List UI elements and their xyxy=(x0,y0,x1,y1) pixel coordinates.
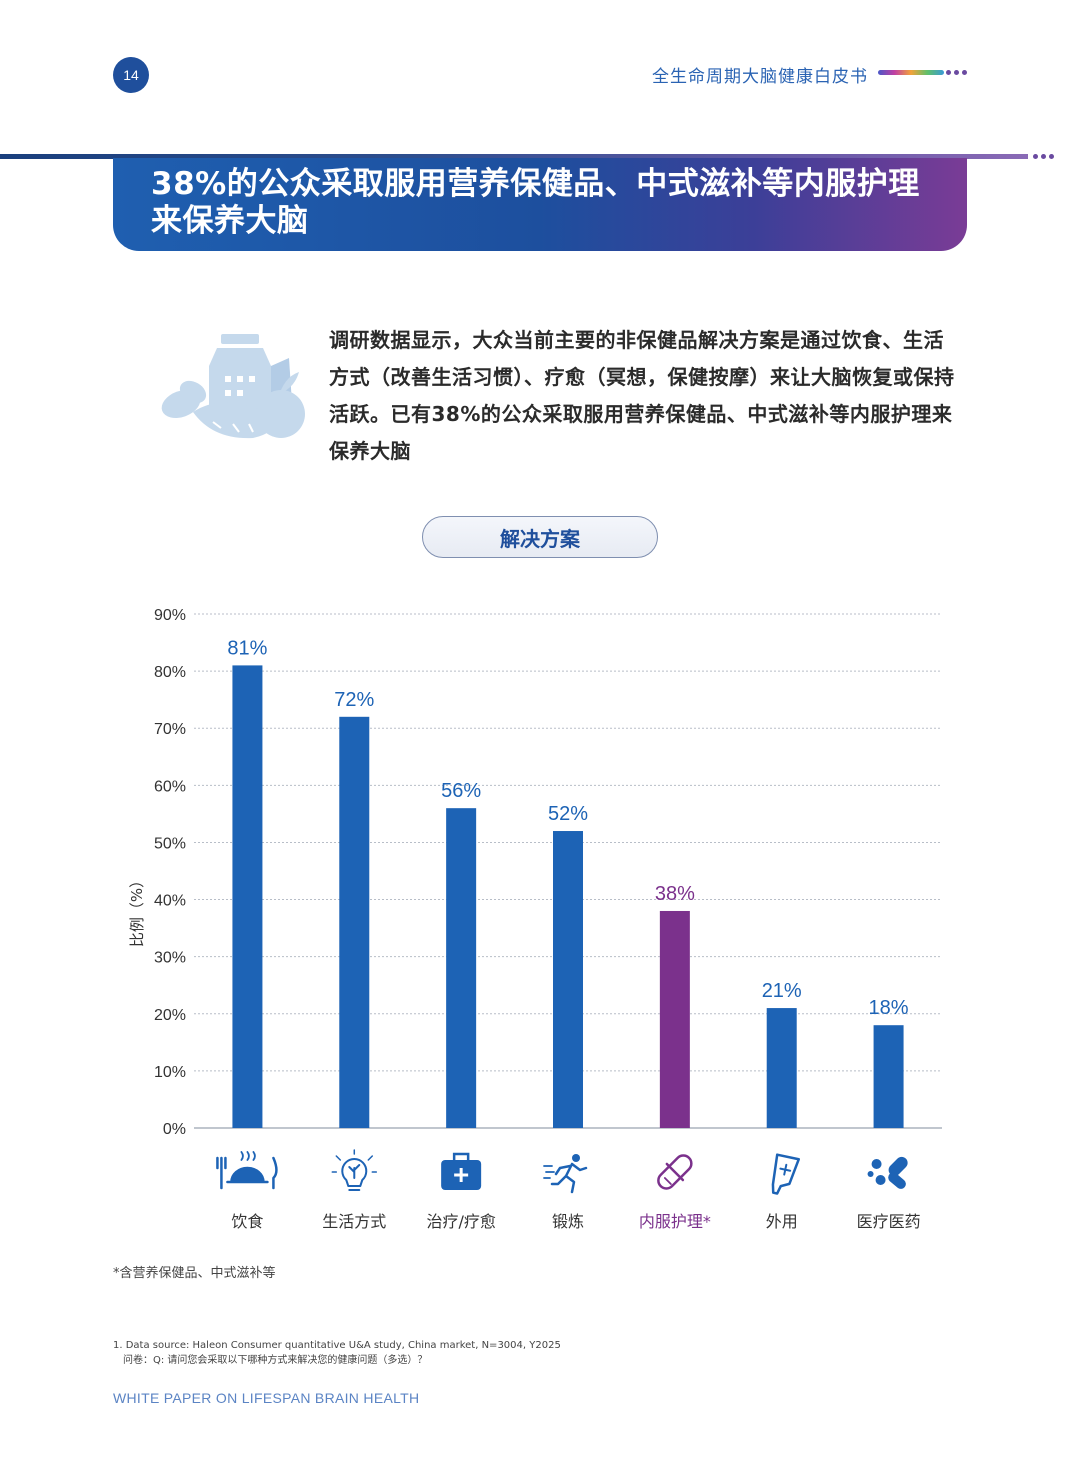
pill-icon xyxy=(657,1154,693,1190)
top-rule xyxy=(0,154,1028,159)
category-label: 锻炼 xyxy=(552,1212,584,1231)
bars xyxy=(232,665,904,1128)
y-tick-label: 70% xyxy=(154,721,186,738)
category-icons xyxy=(216,1149,908,1195)
data-label: 21% xyxy=(762,980,802,1002)
data-source: 1. Data source: Haleon Consumer quantita… xyxy=(113,1338,561,1368)
bar xyxy=(232,665,263,1128)
data-label: 81% xyxy=(227,637,267,659)
category-label: 内服护理* xyxy=(639,1212,711,1231)
category-label: 饮食 xyxy=(231,1212,263,1231)
data-label: 56% xyxy=(441,780,481,802)
category-label: 治疗/疗愈 xyxy=(426,1212,495,1231)
category-label: 医疗医药 xyxy=(857,1212,921,1231)
data-label: 38% xyxy=(655,883,695,905)
footnote: *含营养保健品、中式滋补等 xyxy=(113,1266,276,1281)
medicine-icon xyxy=(867,1156,908,1189)
milk-carrot-apple-icon xyxy=(161,334,305,439)
source-line-1: 1. Data source: Haleon Consumer quantita… xyxy=(113,1340,561,1351)
section-pill: 解决方案 xyxy=(422,516,658,558)
y-tick-label: 50% xyxy=(154,835,186,852)
running-icon xyxy=(543,1154,588,1194)
lightbulb-icon xyxy=(331,1149,378,1191)
category-label: 外用 xyxy=(766,1212,798,1231)
footer-title: WHITE PAPER ON LIFESPAN BRAIN HEALTH xyxy=(113,1390,420,1406)
page-number: 14 xyxy=(113,57,149,93)
category-labels: 饮食 生活方式 治疗/疗愈 锻炼 内服护理* 外用 医疗医药 xyxy=(231,1212,920,1231)
y-tick-label: 20% xyxy=(154,1007,186,1024)
bar xyxy=(766,1008,797,1128)
category-label: 生活方式 xyxy=(322,1212,386,1231)
header-dots xyxy=(946,70,967,75)
first-aid-kit-icon xyxy=(441,1152,482,1190)
dining-icon xyxy=(216,1151,278,1190)
bar-chart: 0% 10% 20% 30% 40% 50% 60% 70% 80% 90% 比例（%） 81% 7… xyxy=(128,607,942,1231)
title-gradient-line xyxy=(878,70,944,75)
banner-title: 38%的公众采取服用营养保健品、中式滋补等内服护理来保养大脑 xyxy=(151,166,920,239)
title-banner: 38%的公众采取服用营养保健品、中式滋补等内服护理来保养大脑 xyxy=(113,158,967,251)
y-tick-label: 0% xyxy=(163,1121,186,1138)
data-label: 18% xyxy=(869,997,909,1019)
y-tick-label: 40% xyxy=(154,893,186,910)
bar xyxy=(553,831,583,1128)
value-labels: 81% 72% 56% 52% 38% 21% 18% xyxy=(227,637,908,1019)
y-tick-label: 80% xyxy=(154,664,186,681)
bar xyxy=(446,808,477,1128)
bar xyxy=(873,1025,904,1128)
y-axis-label: 比例（%） xyxy=(128,873,146,947)
bar xyxy=(659,910,690,1128)
y-tick-label: 10% xyxy=(154,1064,186,1081)
y-tick-label: 30% xyxy=(154,950,186,967)
y-tick-label: 60% xyxy=(154,778,186,795)
document-title: 全生命周期大脑健康白皮书 xyxy=(652,67,868,87)
source-line-2: 问卷：Q: 请问您会采取以下哪种方式来解决您的健康问题（多选）？ xyxy=(123,1355,428,1366)
bar xyxy=(339,716,370,1128)
ointment-tube-icon xyxy=(771,1153,800,1195)
y-tick-label: 90% xyxy=(154,607,186,624)
data-label: 52% xyxy=(548,803,588,825)
intro-paragraph: 调研数据显示，大众当前主要的非保健品解决方案是通过饮食、生活方式（改善生活习惯）… xyxy=(329,328,955,463)
y-axis-ticks: 0% 10% 20% 30% 40% 50% 60% 70% 80% 90% xyxy=(154,607,186,1138)
data-label: 72% xyxy=(334,689,374,711)
rule-dots xyxy=(1033,154,1054,159)
